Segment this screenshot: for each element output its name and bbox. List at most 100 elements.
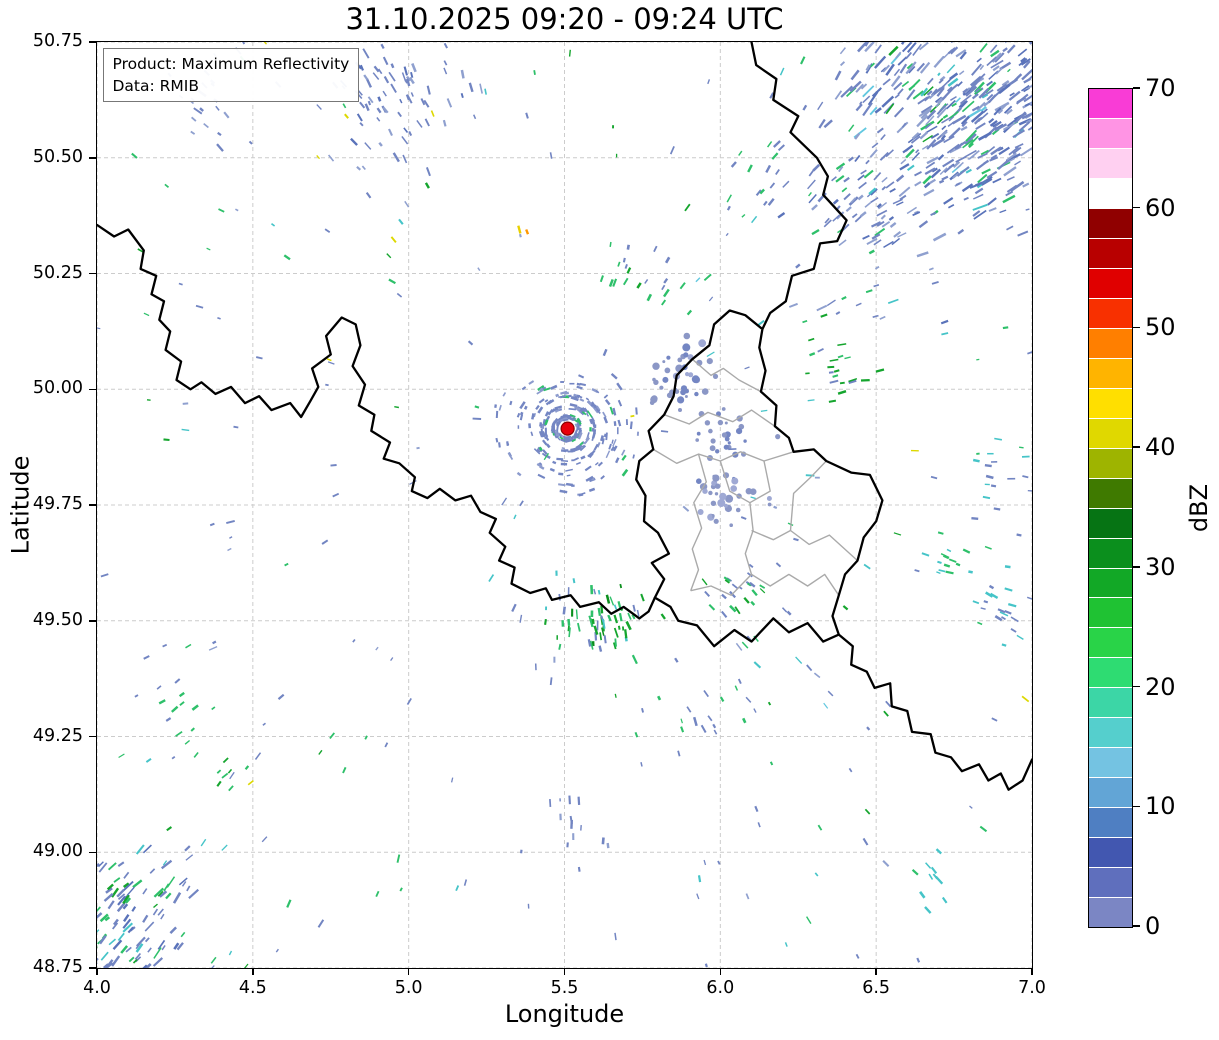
admin-border-line xyxy=(689,453,707,591)
x-tick-label: 6.5 xyxy=(862,978,891,998)
colorbar-segment xyxy=(1089,268,1132,298)
colorbar-segment xyxy=(1089,208,1132,238)
colorbar-segment xyxy=(1089,898,1132,928)
colorbar-segment xyxy=(1089,148,1132,178)
colorbar-segment xyxy=(1089,89,1132,118)
radar-site-marker xyxy=(560,421,575,436)
colorbar-segment xyxy=(1089,328,1132,358)
colorbar-tick-mark xyxy=(1133,87,1140,89)
x-tick-mark xyxy=(875,969,877,975)
y-tick-label: 50.00 xyxy=(32,378,83,399)
colorbar-segment xyxy=(1089,388,1132,418)
product-info-box: Product: Maximum Reflectivity Data: RMIB xyxy=(102,47,360,103)
x-tick-mark xyxy=(252,969,254,975)
colorbar-tick-mark xyxy=(1133,326,1140,329)
colorbar-segment xyxy=(1089,658,1132,688)
y-tick-label: 50.50 xyxy=(32,146,83,167)
y-tick-mark xyxy=(88,41,96,43)
colorbar-segment xyxy=(1089,418,1132,448)
colorbar-tick-mark xyxy=(1133,805,1140,808)
y-tick-mark xyxy=(88,157,96,159)
x-tick-label: 5.5 xyxy=(550,978,579,998)
x-tick-mark xyxy=(96,969,98,975)
colorbar-tick-label: 40 xyxy=(1145,433,1176,462)
y-tick-label: 50.25 xyxy=(32,262,83,283)
border-luxembourg xyxy=(634,308,884,647)
y-tick-mark xyxy=(88,504,96,506)
y-tick-mark xyxy=(88,735,96,738)
admin-border-line xyxy=(652,448,794,464)
x-tick-mark xyxy=(719,969,722,975)
y-tick-label: 49.50 xyxy=(32,609,83,630)
y-tick-mark xyxy=(88,967,96,969)
border-belgium-germany xyxy=(749,41,848,330)
y-tick-label: 49.00 xyxy=(32,841,83,862)
x-tick-label: 5.0 xyxy=(394,978,423,998)
x-tick-mark xyxy=(563,969,566,975)
y-tick-label: 50.75 xyxy=(32,31,83,51)
colorbar-segment xyxy=(1089,778,1132,808)
colorbar-tick-label: 60 xyxy=(1145,193,1176,222)
y-tick-mark xyxy=(88,388,96,390)
colorbar-segment xyxy=(1089,358,1132,388)
country-borders xyxy=(96,41,1032,791)
colorbar-segment xyxy=(1089,628,1132,658)
y-tick-label: 49.25 xyxy=(32,725,83,746)
y-tick-mark xyxy=(88,620,96,622)
product-label: Product: Maximum Reflectivity xyxy=(112,54,350,73)
radar-echoes xyxy=(96,41,1032,968)
colorbar-tick-label: 30 xyxy=(1145,552,1176,581)
y-tick-label: 48.75 xyxy=(32,957,83,977)
colorbar-segment xyxy=(1089,178,1132,208)
colorbar-segment xyxy=(1089,118,1132,148)
data-source-label: Data: RMIB xyxy=(112,76,200,95)
colorbar-tick-label: 10 xyxy=(1145,792,1176,821)
colorbar-tick-mark xyxy=(1133,566,1140,568)
colorbar-label: dBZ xyxy=(1185,483,1214,532)
figure-title: 31.10.2025 09:20 - 09:24 UTC xyxy=(345,2,784,36)
colorbar-tick-mark xyxy=(1133,446,1140,448)
x-axis-label: Longitude xyxy=(504,1000,625,1028)
x-tick-label: 4.0 xyxy=(83,978,111,998)
admin-border-line xyxy=(690,573,839,596)
x-tick-label: 7.0 xyxy=(1018,978,1046,998)
admin-borders xyxy=(652,358,858,596)
admin-border-line xyxy=(663,408,775,427)
colorbar-segment xyxy=(1089,538,1132,568)
border-france-belgium xyxy=(96,223,656,620)
colorbar-segment xyxy=(1089,478,1132,508)
border-france-germany xyxy=(837,632,1032,791)
colorbar-segment xyxy=(1089,838,1132,868)
colorbar-tick-mark xyxy=(1133,685,1140,688)
radar-map-canvas xyxy=(96,41,1032,968)
grid-lines xyxy=(96,41,1032,968)
admin-border-line xyxy=(750,529,858,561)
admin-border-line xyxy=(719,460,754,575)
colorbar-tick-mark xyxy=(1133,925,1140,927)
x-tick-label: 6.0 xyxy=(706,978,735,998)
colorbar-segment xyxy=(1089,238,1132,268)
x-tick-mark xyxy=(407,969,410,975)
colorbar-segment xyxy=(1089,808,1132,838)
colorbar-segment xyxy=(1089,298,1132,328)
colorbar-segment xyxy=(1089,448,1132,478)
x-tick-mark xyxy=(1031,969,1033,975)
y-tick-label: 49.75 xyxy=(32,494,83,514)
admin-border-line xyxy=(691,358,761,392)
colorbar-tick-label: 20 xyxy=(1145,672,1176,701)
y-tick-mark xyxy=(88,272,96,275)
map-plot-area: Product: Maximum Reflectivity Data: RMIB xyxy=(95,40,1033,969)
colorbar-segment xyxy=(1089,718,1132,748)
colorbar-segment xyxy=(1089,568,1132,598)
admin-border-line xyxy=(789,460,827,531)
colorbar-tick-label: 70 xyxy=(1145,74,1176,102)
colorbar-segment xyxy=(1089,688,1132,718)
colorbar-segment xyxy=(1089,508,1132,538)
x-tick-label: 4.5 xyxy=(238,978,267,998)
admin-border-line xyxy=(749,460,771,503)
colorbar-tick-mark xyxy=(1133,206,1140,209)
y-tick-mark xyxy=(88,851,96,853)
colorbar-label-wrap: dBZ xyxy=(1178,430,1219,585)
colorbar-segment xyxy=(1089,748,1132,778)
